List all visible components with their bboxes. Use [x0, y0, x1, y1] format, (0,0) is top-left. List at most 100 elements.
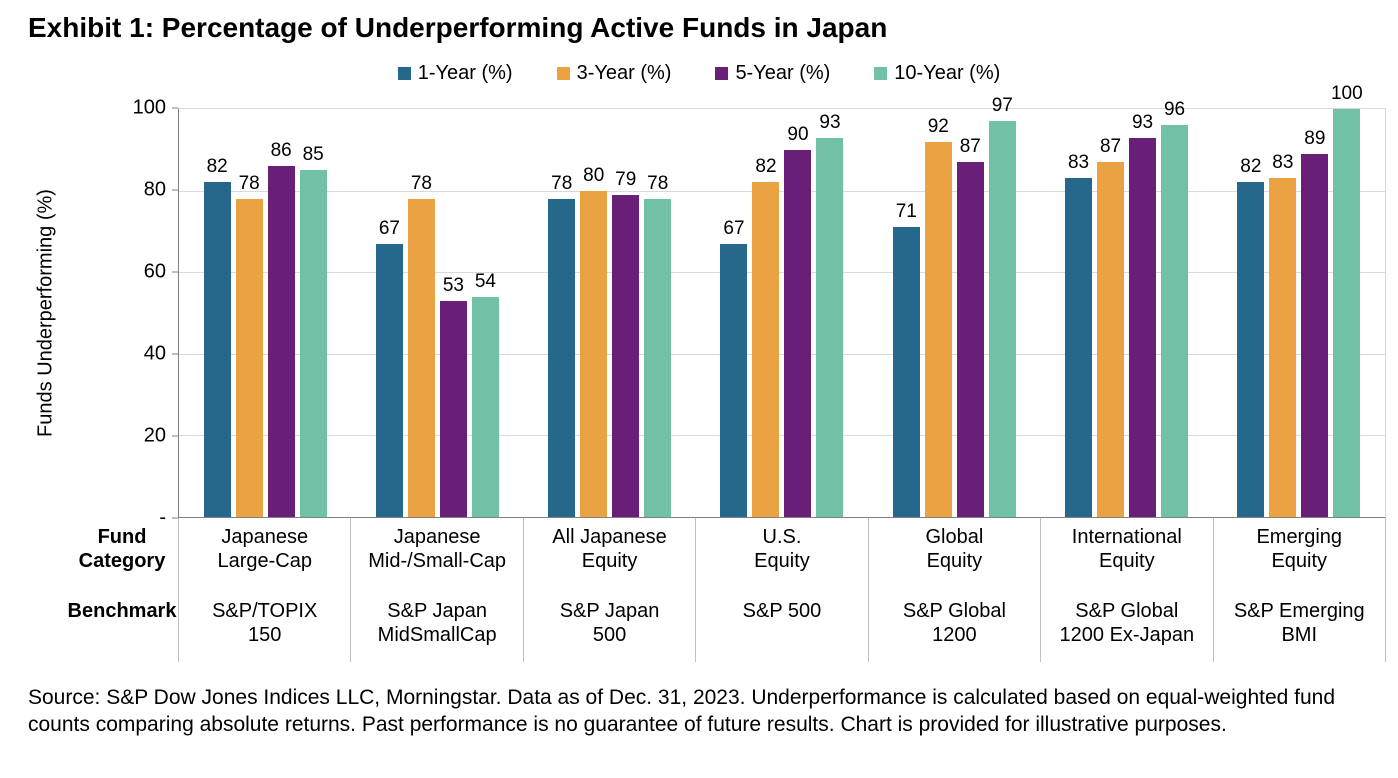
bar: 92: [924, 116, 952, 517]
category-column: International Equity S&P Global 1200 Ex-J…: [1040, 518, 1212, 662]
bar-value-label: 86: [270, 140, 292, 162]
row-headers: Fund Category Benchmark: [0, 518, 178, 662]
bar: 93: [1129, 112, 1157, 517]
bar-groups: 82 78 86 85 67 78 53 54 78 80 79 78 67 82 90 93 71 92 87 97…: [179, 83, 1385, 517]
fund-category-label: Japanese Large-Cap: [217, 526, 312, 573]
bar-value-label: 83: [1067, 152, 1090, 174]
bar-group: 67 82 90 93: [696, 109, 868, 517]
bar: 54: [471, 271, 499, 517]
bar-value-label: 83: [1272, 152, 1294, 174]
y-tick-label: 60: [143, 260, 166, 283]
gridline: [179, 435, 1385, 437]
category-column: Japanese Mid-/Small-Cap S&P Japan MidSmal…: [350, 518, 522, 662]
benchmark-row-header: Benchmark: [67, 600, 177, 622]
bar-value-label: 67: [378, 217, 400, 239]
bar: 100: [1331, 83, 1363, 517]
y-tick-mark: [172, 353, 178, 355]
bar-value-label: 82: [1240, 156, 1262, 178]
bar: 87: [956, 136, 984, 517]
category-column: Japanese Large-Cap S&P/TOPIX 150: [178, 518, 350, 662]
source-text: Source: S&P Dow Jones Indices LLC, Morni…: [28, 686, 1336, 737]
bar-value-label: 78: [551, 172, 573, 194]
bar-value-label: 87: [959, 136, 981, 158]
y-tick-label: -: [159, 506, 166, 529]
y-tick-mark: [172, 517, 178, 519]
fund-category-label: Global Equity: [925, 526, 984, 573]
bar-value-label: 90: [787, 123, 809, 145]
fund-category-label: Emerging Equity: [1256, 526, 1343, 573]
benchmark-label: S&P/TOPIX 150: [212, 600, 318, 647]
bar: 83: [1269, 152, 1297, 517]
bar-value-label: 82: [755, 156, 777, 178]
x-columns: Japanese Large-Cap S&P/TOPIX 150 Japanese …: [178, 518, 1386, 662]
bar-value-label: 89: [1304, 127, 1326, 149]
bar: 79: [612, 169, 640, 517]
y-tick: 100: [133, 97, 178, 120]
bar: 82: [1237, 156, 1265, 517]
legend-item: 1-Year (%): [397, 62, 513, 85]
bar-value-label: 97: [991, 95, 1013, 117]
bar-value-label: 93: [819, 111, 841, 133]
fund-category-label: Japanese Mid-/Small-Cap: [368, 526, 507, 573]
bar-value-label: 80: [583, 164, 605, 186]
category-column: U.S. Equity S&P 500: [695, 518, 867, 662]
benchmark-label: S&P Global 1200 Ex-Japan: [1059, 600, 1195, 647]
benchmark-label: S&P Japan 500: [559, 600, 660, 647]
fund-category-label: International Equity: [1071, 526, 1182, 573]
legend-swatch-icon: [397, 67, 411, 80]
bar: 83: [1065, 152, 1093, 517]
y-tick-mark: [172, 271, 178, 273]
plot-area: 82 78 86 85 67 78 53 54 78 80 79 78 67 82 90 93 71 92 87 97…: [178, 83, 1386, 518]
y-tick-label: 100: [132, 96, 166, 119]
bar-value-label: 78: [410, 172, 432, 194]
bar: 71: [892, 201, 920, 517]
bar-value-label: 85: [302, 144, 324, 166]
y-tick-label: 20: [143, 424, 166, 447]
category-column: Global Equity S&P Global 1200: [867, 518, 1040, 662]
bar-group: 82 83 89 100: [1213, 83, 1385, 517]
y-tick: 80: [144, 179, 178, 202]
legend-item: 3-Year (%): [556, 62, 671, 85]
bar: 96: [1161, 99, 1189, 517]
bar-value-label: 93: [1131, 111, 1154, 133]
fund-category-row-header: Fund Category: [78, 526, 166, 573]
bar: 93: [816, 112, 844, 517]
benchmark-label: S&P Japan MidSmallCap: [377, 600, 497, 647]
chart-legend: 1-Year (%) 3-Year (%) 5-Year (%) 10-Year (%…: [0, 62, 1398, 85]
legend-item: 10-Year (%): [874, 62, 1000, 85]
fund-category-label: U.S. Equity: [754, 526, 810, 573]
bar-value-label: 67: [723, 217, 745, 239]
legend-swatch-icon: [556, 67, 570, 80]
y-tick: -: [159, 507, 178, 530]
bar: 78: [548, 173, 576, 517]
bar-value-label: 87: [1099, 136, 1122, 158]
y-tick: 20: [144, 425, 178, 448]
bar-value-label: 71: [895, 201, 917, 223]
bar-value-label: 82: [206, 156, 228, 178]
benchmark-label: S&P Emerging BMI: [1233, 600, 1365, 647]
chart-title: Exhibit 1: Percentage of Underperforming…: [28, 12, 888, 43]
bar: 78: [407, 173, 435, 517]
bar: 97: [988, 95, 1016, 517]
y-tick-mark: [172, 189, 178, 191]
bar-group: 78 80 79 78: [524, 109, 696, 517]
x-axis-labels: Fund Category Benchmark Japanese Large-C…: [0, 518, 1386, 662]
benchmark-label: S&P 500: [742, 600, 822, 622]
bar-value-label: 53: [442, 274, 464, 296]
bar: 82: [203, 156, 231, 517]
bar-group: 67 78 53 54: [351, 109, 523, 517]
bar-group: 82 78 86 85: [179, 109, 351, 517]
gridline: [179, 190, 1385, 192]
bar: 67: [375, 218, 403, 517]
bar-group: 83 87 93 96: [1040, 99, 1212, 517]
y-tick: 60: [144, 261, 178, 284]
bar: 78: [644, 173, 672, 517]
gridline: [179, 353, 1385, 355]
bar: 89: [1301, 128, 1329, 517]
bar-group: 71 92 87 97: [868, 95, 1040, 517]
legend-label: 1-Year (%): [417, 62, 513, 84]
legend-swatch-icon: [874, 67, 888, 80]
y-tick-mark: [172, 107, 178, 109]
y-tick-label: 80: [143, 178, 166, 201]
legend-item: 5-Year (%): [715, 62, 830, 85]
